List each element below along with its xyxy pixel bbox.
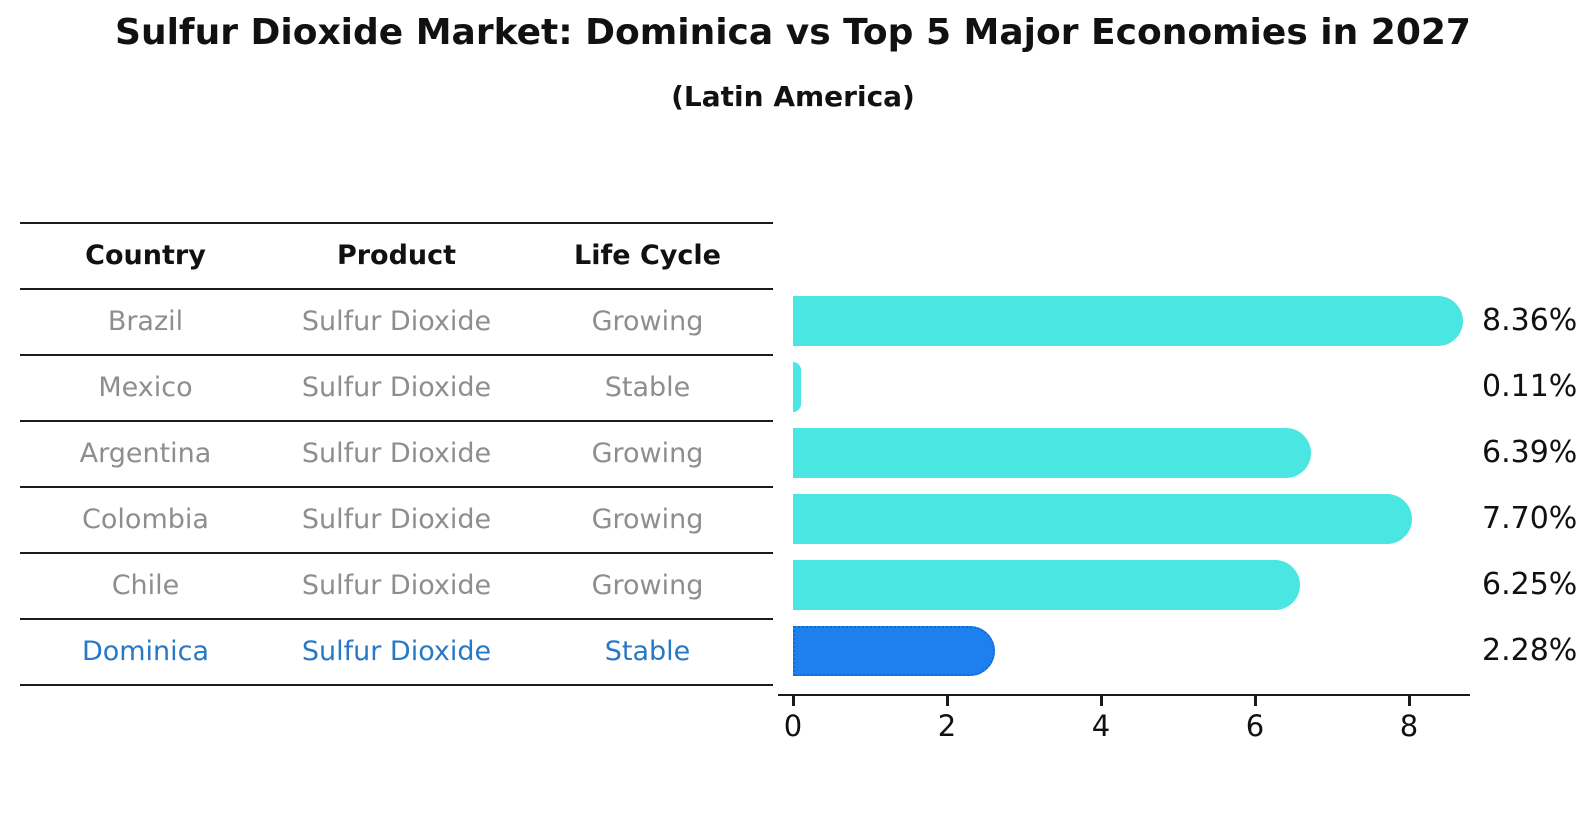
x-axis-ticks: 0 2 4 6 8 [784, 696, 1470, 746]
table-row-chile: Chile Sulfur Dioxide Growing [20, 552, 773, 618]
tick-mark [1253, 696, 1257, 706]
tick-label: 8 [1399, 709, 1419, 743]
country-cell: Argentina [79, 438, 212, 469]
product-cell: Sulfur Dioxide [301, 372, 492, 403]
product-cell: Sulfur Dioxide [301, 504, 492, 535]
country-cell: Brazil [107, 306, 184, 337]
product-cell: Sulfur Dioxide [301, 570, 492, 601]
tick-label: 2 [937, 709, 957, 743]
bar-mexico [793, 362, 802, 412]
country-table: Country Product Life Cycle Brazil Sulfur… [20, 222, 773, 686]
bar-dominica [793, 626, 995, 676]
product-cell: Sulfur Dioxide [301, 636, 492, 667]
country-cell: Dominica [81, 636, 210, 667]
lifecycle-cell: Growing [591, 504, 704, 535]
chart-title: Sulfur Dioxide Market: Dominica vs Top 5… [115, 12, 1471, 53]
product-cell: Sulfur Dioxide [301, 438, 492, 469]
bar-brazil [793, 296, 1463, 346]
lifecycle-cell: Growing [591, 570, 704, 601]
table-header-row: Country Product Life Cycle [20, 222, 773, 288]
country-cell: Mexico [98, 372, 193, 403]
column-header-lifecycle: Life Cycle [574, 240, 721, 271]
value-label-chile: 6.25% [1482, 567, 1578, 602]
tick-mark [1407, 696, 1411, 706]
tick-mark [791, 696, 795, 706]
bar-colombia [793, 494, 1412, 544]
product-cell: Sulfur Dioxide [301, 306, 492, 337]
tick-mark [1099, 696, 1103, 706]
table-row-dominica: Dominica Sulfur Dioxide Stable [20, 618, 773, 684]
value-labels: 8.36% 0.11% 6.39% 7.70% 6.25% 2.28% [1482, 288, 1582, 684]
lifecycle-cell: Stable [604, 636, 691, 667]
value-label-colombia: 7.70% [1482, 501, 1578, 536]
x-axis-tick-8: 8 [1379, 696, 1439, 743]
column-header-country: Country [85, 240, 206, 271]
value-label-argentina: 6.39% [1482, 435, 1578, 470]
value-label-brazil: 8.36% [1482, 303, 1578, 338]
bar-chile [793, 560, 1301, 610]
x-axis-tick-4: 4 [1071, 696, 1131, 743]
table-row-argentina: Argentina Sulfur Dioxide Growing [20, 420, 773, 486]
value-label-mexico: 0.11% [1482, 369, 1578, 404]
tick-label: 0 [783, 709, 803, 743]
bar-plot-area [793, 288, 1493, 684]
tick-label: 6 [1245, 709, 1265, 743]
country-cell: Colombia [82, 504, 209, 535]
x-axis-tick-2: 2 [917, 696, 977, 743]
x-axis-tick-0: 0 [763, 696, 823, 743]
lifecycle-cell: Stable [604, 372, 691, 403]
table-row-brazil: Brazil Sulfur Dioxide Growing [20, 288, 773, 354]
x-axis-tick-6: 6 [1225, 696, 1285, 743]
lifecycle-cell: Growing [591, 306, 704, 337]
value-label-dominica: 2.28% [1482, 633, 1578, 668]
bar-argentina [793, 428, 1312, 478]
tick-mark [945, 696, 949, 706]
tick-label: 4 [1091, 709, 1111, 743]
table-row-mexico: Mexico Sulfur Dioxide Stable [20, 354, 773, 420]
x-axis-line [778, 694, 1470, 696]
lifecycle-cell: Growing [591, 438, 704, 469]
country-cell: Chile [111, 570, 180, 601]
chart-subtitle: (Latin America) [671, 80, 915, 113]
table-row-colombia: Colombia Sulfur Dioxide Growing [20, 486, 773, 552]
column-header-product: Product [336, 240, 457, 271]
